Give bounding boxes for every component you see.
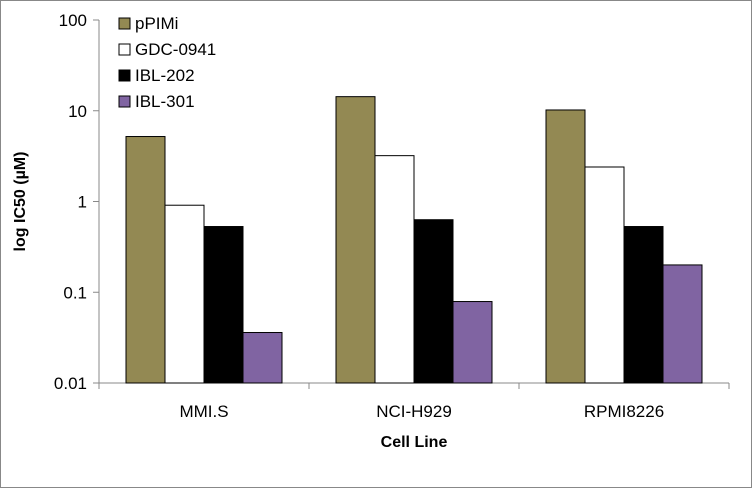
x-tick-label: RPMI8226 xyxy=(584,402,664,421)
bar-ppimi-rpmi8226 xyxy=(545,109,586,384)
legend-label: pPIMi xyxy=(135,14,178,33)
bar-ibl-301-rpmi8226 xyxy=(662,264,703,384)
bar-ibl-301-nci-h929 xyxy=(452,301,493,384)
legend-swatch-gdc-0941 xyxy=(118,43,131,56)
legend-swatch-ibl-301 xyxy=(118,95,131,108)
bar-gdc-0941-mmi.s xyxy=(164,204,205,384)
y-axis-title: log IC50 (µM) xyxy=(12,152,29,252)
bar-ibl-202-mmi.s xyxy=(203,226,244,384)
legend-swatch-ibl-202 xyxy=(118,69,131,82)
x-tick-label: NCI-H929 xyxy=(376,402,452,421)
legend-swatch-ppimi xyxy=(118,17,131,30)
legend-label: IBL-301 xyxy=(135,92,195,111)
bar-ppimi-nci-h929 xyxy=(335,96,376,384)
x-tick-label: MMI.S xyxy=(179,402,228,421)
x-axis-title: Cell Line xyxy=(381,434,448,451)
legend-label: GDC-0941 xyxy=(135,40,216,59)
y-tick-label: 10 xyxy=(68,102,87,121)
bar-ibl-301-mmi.s xyxy=(242,332,283,384)
legend-label: IBL-202 xyxy=(135,66,195,85)
bar-ibl-202-nci-h929 xyxy=(413,219,454,384)
bar-ibl-202-rpmi8226 xyxy=(623,226,664,384)
y-tick-label: 0.1 xyxy=(63,283,87,302)
bar-ppimi-mmi.s xyxy=(125,136,166,384)
y-tick-label: 100 xyxy=(59,11,87,30)
bar-gdc-0941-nci-h929 xyxy=(374,155,415,384)
y-tick-label: 0.01 xyxy=(54,374,87,393)
bar-gdc-0941-rpmi8226 xyxy=(584,166,625,384)
y-tick-label: 1 xyxy=(78,193,87,212)
